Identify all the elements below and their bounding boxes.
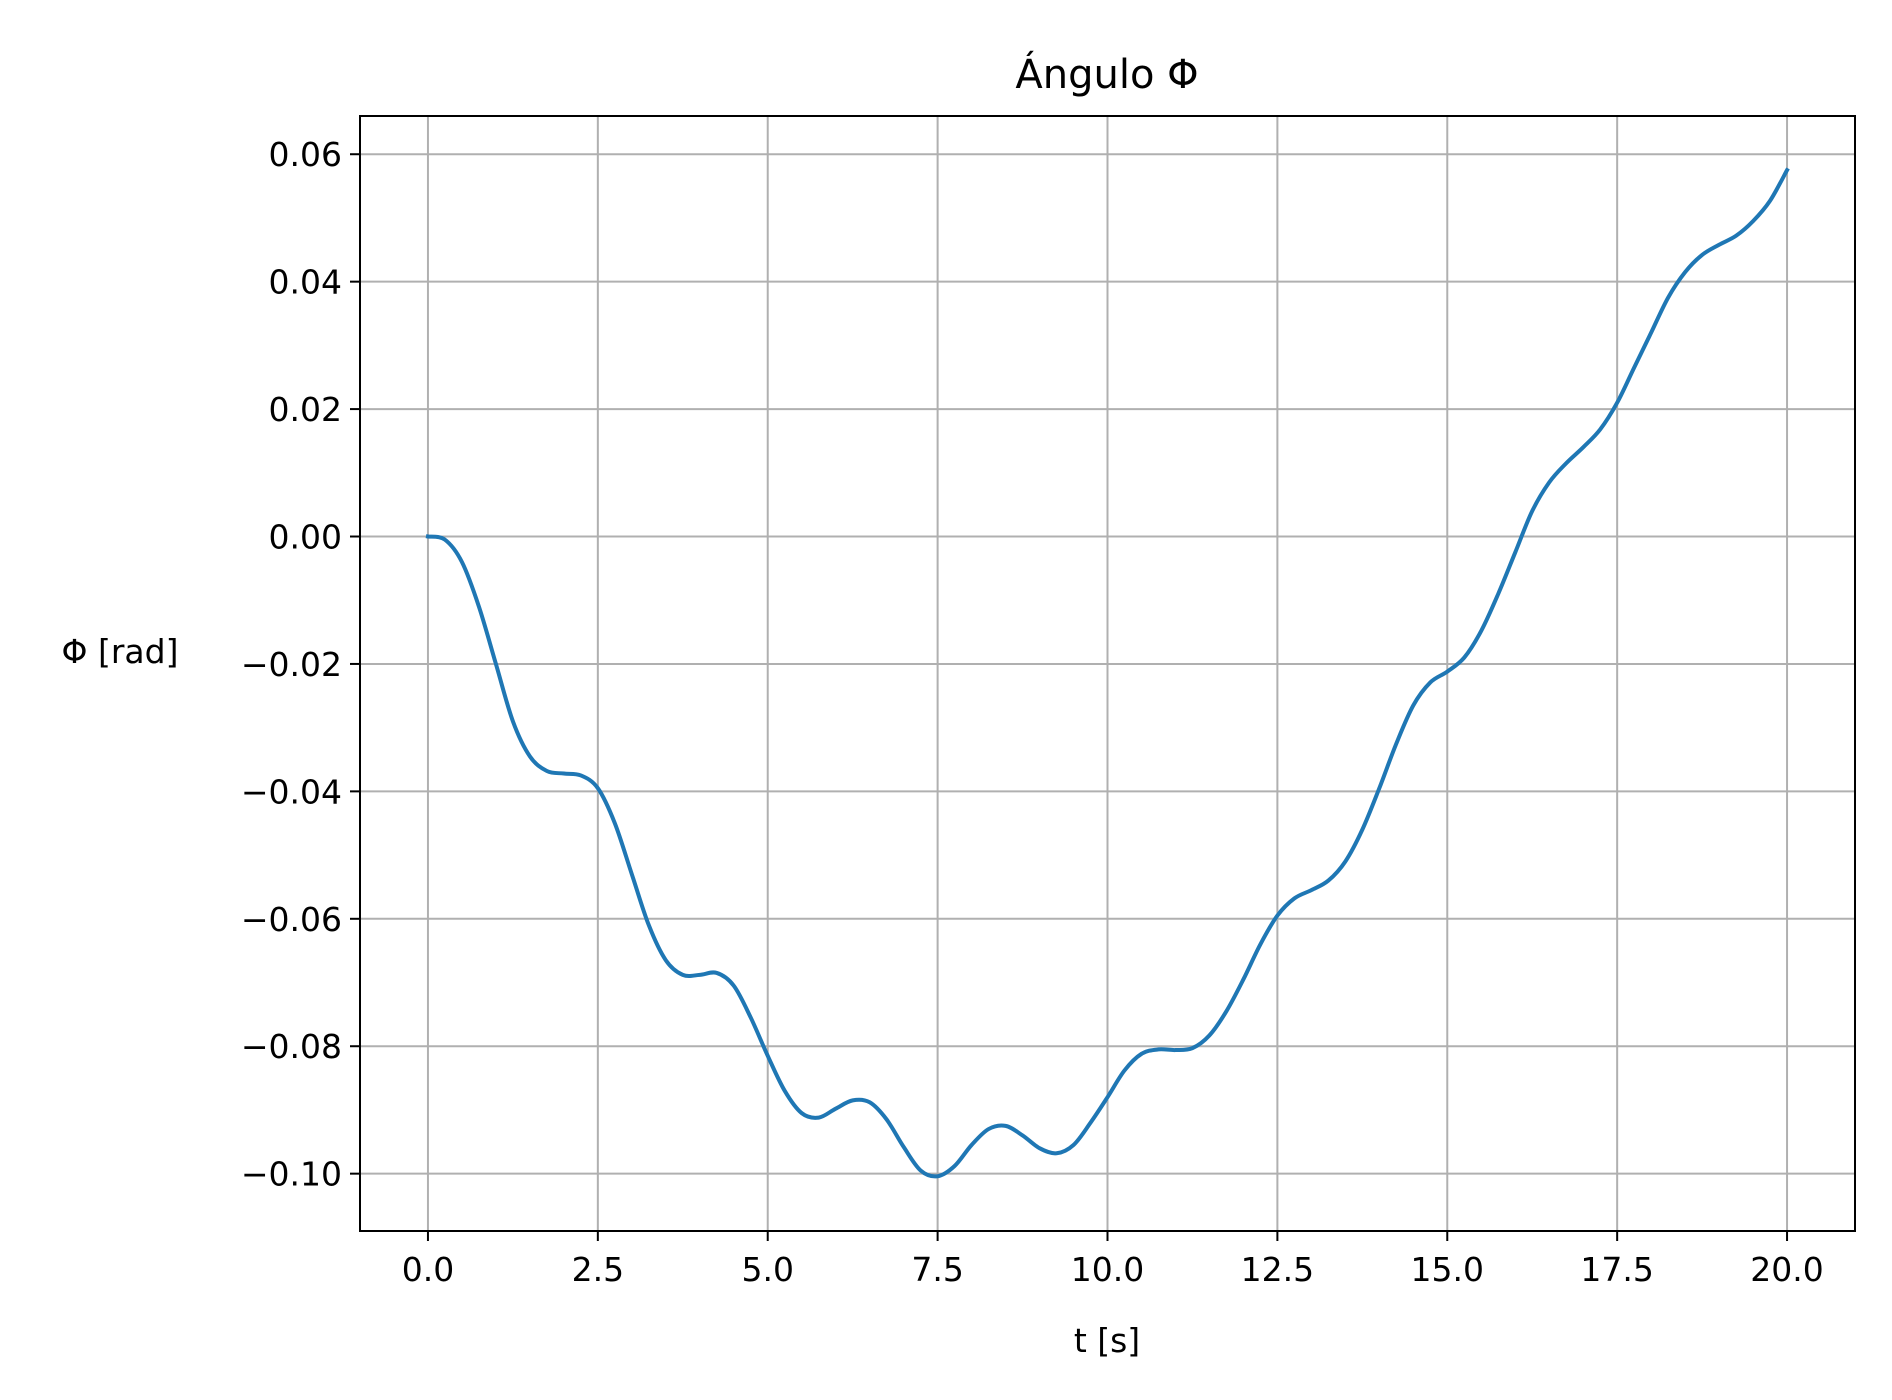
y-tick-label: −0.06	[241, 900, 342, 939]
y-tick-label: 0.06	[269, 135, 342, 174]
x-tick-label: 0.0	[402, 1250, 454, 1289]
series-line	[425, 167, 1790, 1179]
y-tick-label: −0.04	[241, 772, 342, 811]
x-tick-label: 7.5	[911, 1250, 963, 1289]
x-tick-label: 5.0	[741, 1250, 793, 1289]
series-layer	[425, 167, 1790, 1179]
x-axis-label: t [s]	[1074, 1321, 1140, 1360]
x-tick-label: 12.5	[1241, 1250, 1314, 1289]
x-tick-label: 2.5	[572, 1250, 624, 1289]
y-axis: 0.06 0.04 0.02 0.00 −0.02 −0.04 −0.06 −0.08 −0.1…	[241, 135, 360, 1194]
y-tick-label: 0.00	[269, 518, 342, 557]
chart-title: Ángulo Φ	[1015, 50, 1198, 98]
x-tick-label: 15.0	[1411, 1250, 1484, 1289]
x-axis: 0.0 2.5 5.0 7.5 10.0 12.5 15.0 17.5 20.0	[402, 1231, 1824, 1289]
y-tick-label: −0.10	[241, 1155, 342, 1194]
y-axis-label: Φ [rad]	[62, 632, 179, 671]
y-tick-label: −0.02	[241, 645, 342, 684]
x-tick-label: 20.0	[1750, 1250, 1823, 1289]
y-tick-label: −0.08	[241, 1027, 342, 1066]
x-tick-label: 17.5	[1580, 1250, 1653, 1289]
x-tick-label: 10.0	[1071, 1250, 1144, 1289]
y-tick-label: 0.04	[269, 263, 342, 302]
y-tick-label: 0.02	[269, 390, 342, 429]
